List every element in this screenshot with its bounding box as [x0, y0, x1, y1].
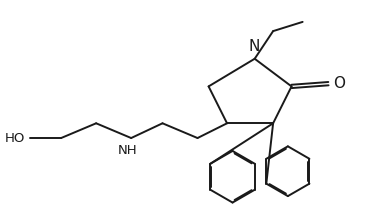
- Text: NH: NH: [117, 145, 137, 157]
- Text: N: N: [249, 39, 260, 54]
- Text: O: O: [333, 76, 345, 91]
- Text: HO: HO: [5, 131, 25, 145]
